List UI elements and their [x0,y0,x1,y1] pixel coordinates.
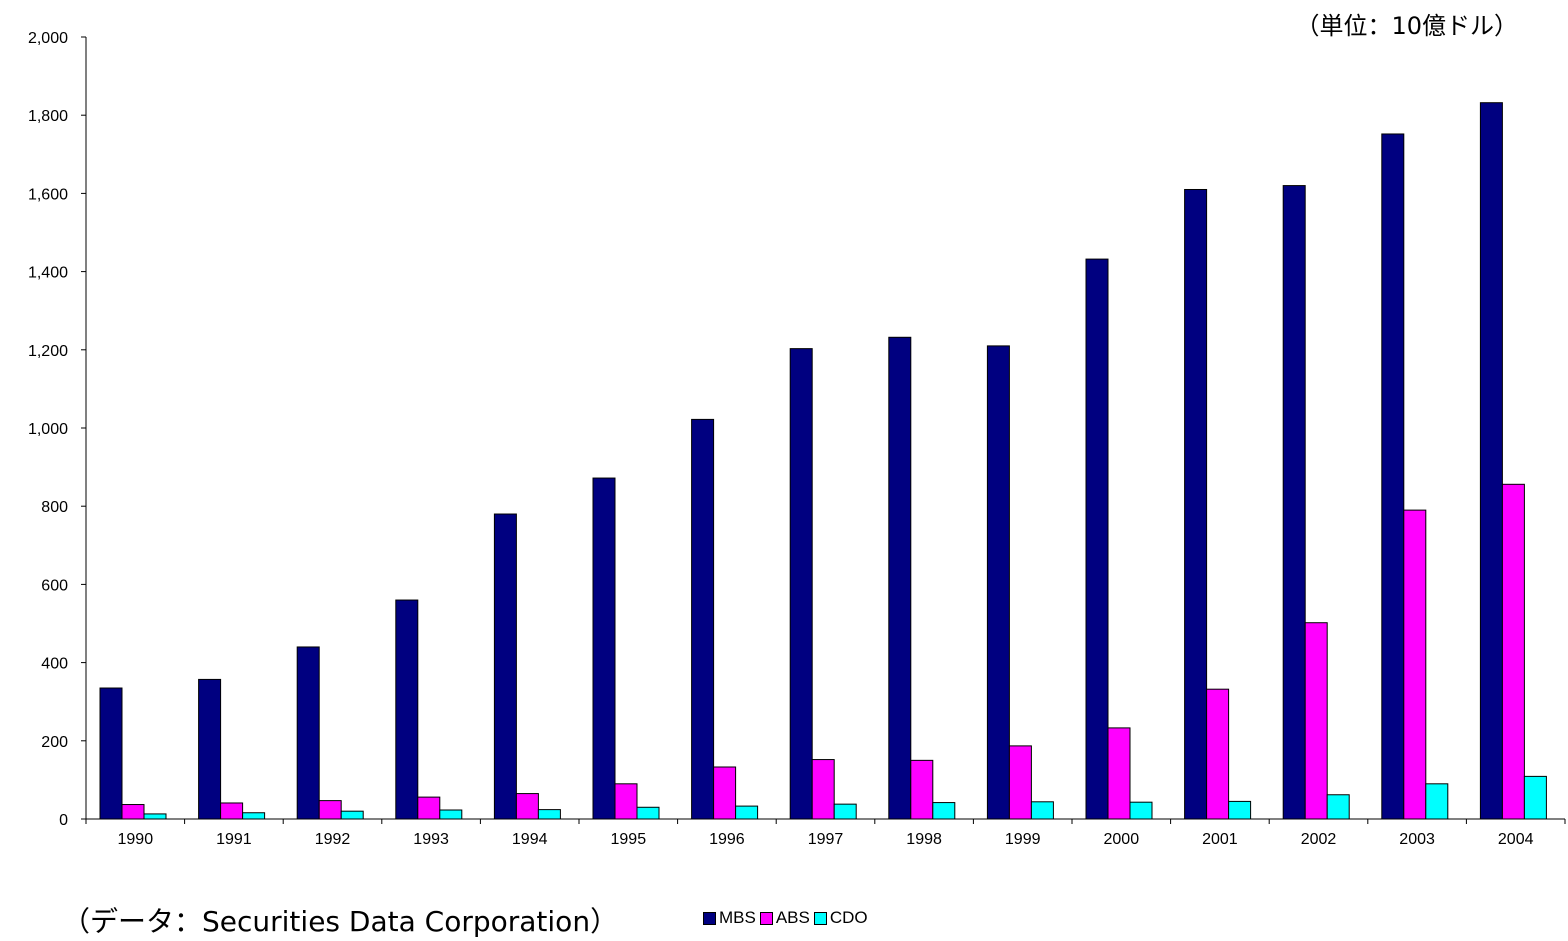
y-tick-label: 800 [41,499,68,516]
bar-mbs-2002 [1282,185,1306,820]
bar-cdo-1991 [242,812,266,820]
bar-cdo-1992 [340,810,364,820]
legend-swatch-mbs [703,911,716,925]
legend-swatch-cdo [813,911,827,925]
y-tick-label: 400 [41,656,68,673]
bar-abs-1999 [1008,745,1032,820]
bar-abs-2003 [1403,509,1427,820]
x-tick-label: 1998 [906,831,942,848]
bar-cdo-2002 [1326,794,1350,820]
bar-mbs-1990 [99,687,123,820]
bar-cdo-1990 [143,813,167,820]
bar-abs-1995 [614,783,638,820]
bar-cdo-2001 [1228,800,1252,820]
x-tick-label: 1992 [315,831,351,848]
legend-label-abs: ABS [775,908,810,927]
x-tick-label: 1991 [216,831,252,848]
x-tick-label: 2001 [1202,831,1238,848]
y-tick-label: 600 [41,577,68,594]
bar-mbs-1997 [789,348,813,820]
x-tick-label: 2003 [1399,831,1435,848]
bar-mbs-1996 [691,418,715,820]
bar-cdo-1994 [537,809,561,820]
bar-abs-2004 [1501,483,1525,820]
bar-mbs-1992 [296,646,320,820]
legend: MBS ABS CDO [703,908,872,928]
bars [99,102,1547,820]
bar-mbs-2000 [1085,258,1109,820]
y-tick-label: 1,000 [28,421,68,438]
bar-mbs-2003 [1381,133,1405,820]
y-tick-label: 0 [59,812,68,829]
bar-cdo-1993 [439,809,463,820]
bar-abs-2002 [1304,622,1328,820]
y-tick-label: 2,000 [28,30,68,47]
bar-cdo-1995 [636,806,660,820]
x-tick-label: 1994 [512,831,548,848]
legend-item-mbs: MBS [703,908,756,928]
bar-abs-1997 [811,759,835,820]
x-tick-label: 1993 [413,831,449,848]
bar-cdo-2003 [1425,783,1449,820]
y-tick-label: 1,200 [28,343,68,360]
legend-label-mbs: MBS [719,908,756,927]
bar-mbs-2004 [1479,102,1503,820]
bar-abs-2001 [1206,688,1230,820]
legend-label-cdo: CDO [829,908,868,927]
bar-abs-2000 [1107,727,1131,820]
bar-abs-1994 [515,793,539,820]
y-tick-label: 1,600 [28,186,68,203]
bar-cdo-1997 [833,803,857,820]
bar-abs-1992 [318,800,342,820]
x-tick-label: 1997 [808,831,844,848]
bar-chart: 0 200 400 600 800 1,000 1,200 1,400 1,600 1,800 2,… [28,30,1566,848]
x-tick-label: 1990 [118,831,154,848]
y-tick-label: 1,400 [28,265,68,282]
bar-abs-1993 [417,796,441,820]
bar-mbs-1993 [395,599,419,820]
bar-mbs-1998 [888,336,912,820]
bar-cdo-1999 [1030,801,1054,820]
bar-cdo-2004 [1523,775,1547,820]
y-tick-label: 200 [41,734,68,751]
bar-cdo-2000 [1129,801,1153,820]
bar-mbs-1995 [592,477,616,820]
legend-item-cdo: CDO [813,908,868,928]
x-tick-label: 1995 [611,831,647,848]
legend-item-abs: ABS [759,908,810,928]
y-tick-label: 1,800 [28,108,68,125]
x-tick-label: 2000 [1104,831,1140,848]
bar-cdo-1996 [735,805,759,820]
x-tick-label: 1996 [709,831,745,848]
legend-swatch-abs [759,911,773,925]
source-note: （データ：Securities Data Corporation） [62,905,619,938]
bar-abs-1990 [121,804,145,820]
bar-abs-1996 [713,766,737,820]
bar-abs-1991 [220,802,244,820]
x-tick-label: 1999 [1005,831,1041,848]
unit-note: （単位：10億ドル） [1295,12,1518,40]
bar-mbs-1999 [986,345,1010,820]
x-axis: 1990 1991 1992 1993 1994 1995 1996 1997 1998 1999… [85,818,1566,848]
y-axis: 0 200 400 600 800 1,000 1,200 1,400 1,600 1,800 2,… [28,30,87,829]
x-tick-label: 2004 [1498,831,1534,848]
bar-mbs-1991 [198,678,222,820]
bar-mbs-1994 [493,513,517,820]
bar-mbs-2001 [1184,188,1208,820]
x-tick-label: 2002 [1301,831,1337,848]
bar-abs-1998 [910,759,934,820]
bar-cdo-1998 [932,802,956,820]
